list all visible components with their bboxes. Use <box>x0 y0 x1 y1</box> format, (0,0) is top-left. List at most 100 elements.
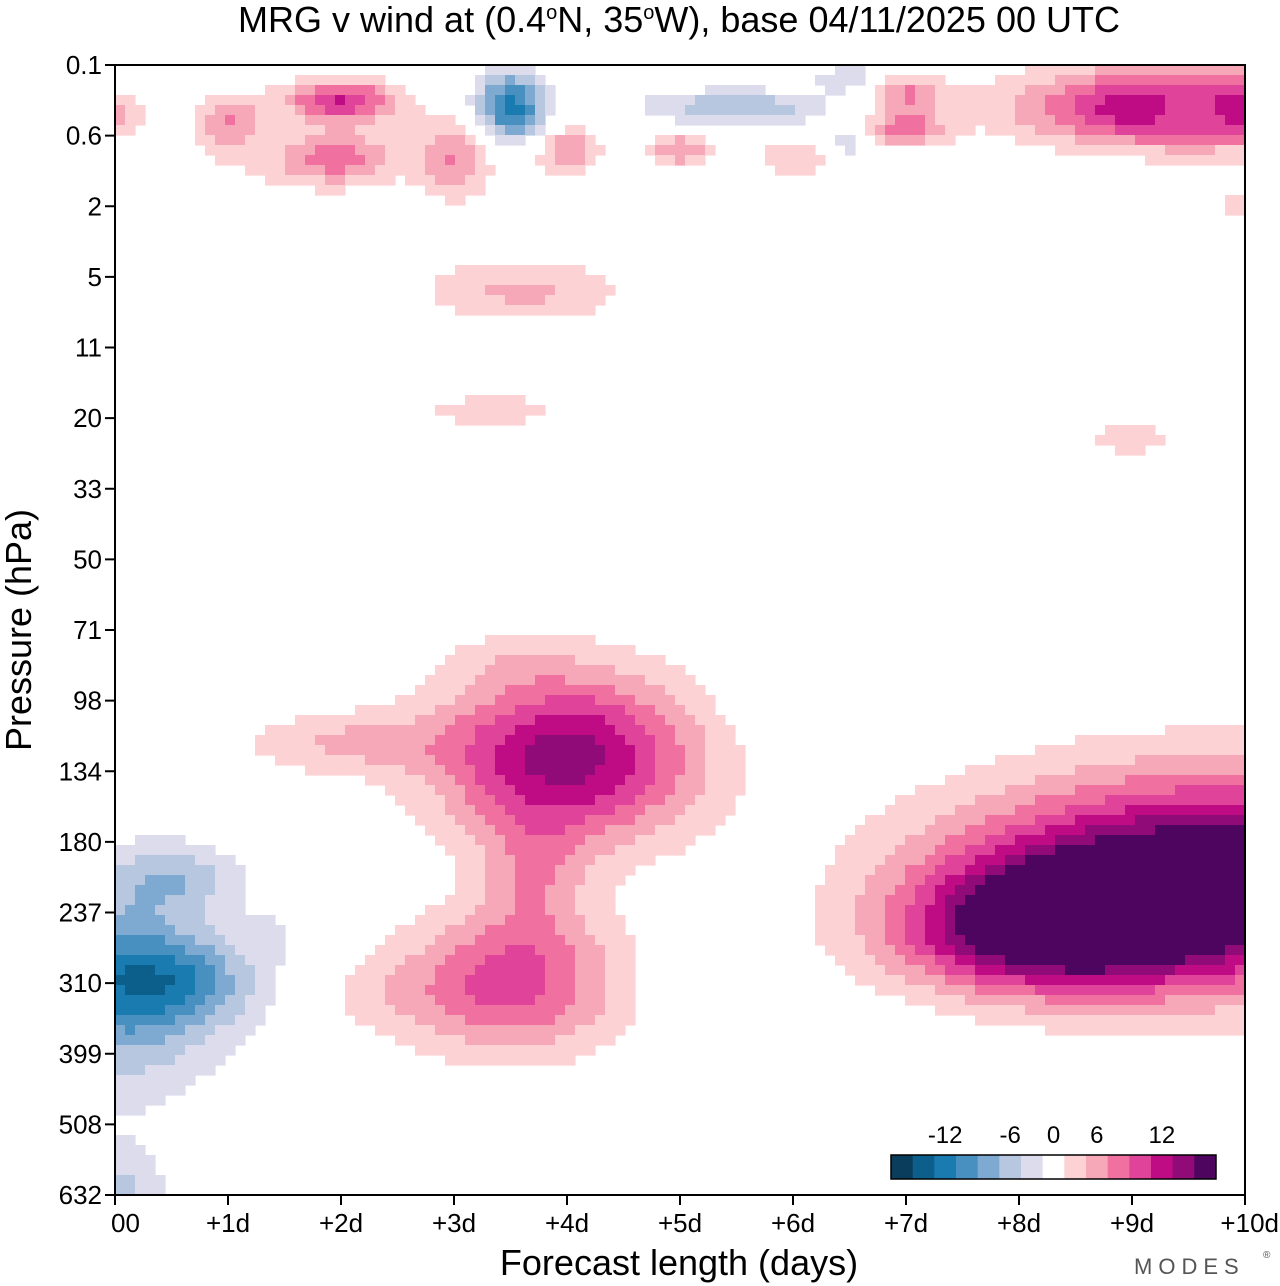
contour-cell <box>535 975 546 986</box>
contour-cell <box>605 755 616 766</box>
contour-cell <box>305 735 316 746</box>
contour-cell <box>1185 865 1196 876</box>
contour-cell <box>485 765 496 776</box>
contour-cell <box>985 805 996 816</box>
contour-cell <box>595 785 606 796</box>
contour-cell <box>1095 965 1106 976</box>
contour-cell <box>1035 75 1046 86</box>
contour-cell <box>1075 815 1086 826</box>
contour-cell <box>675 695 686 706</box>
contour-cell <box>115 855 126 866</box>
contour-cell <box>275 115 286 126</box>
contour-cell <box>205 1045 216 1056</box>
contour-cell <box>135 925 146 936</box>
contour-cell <box>395 135 406 146</box>
contour-cell <box>895 855 906 866</box>
contour-cell <box>1125 435 1136 446</box>
contour-cell <box>1115 855 1126 866</box>
contour-cell <box>325 155 336 166</box>
contour-cell <box>555 925 566 936</box>
contour-cell <box>995 785 1006 796</box>
contour-cell <box>155 1005 166 1016</box>
contour-cell <box>445 845 456 856</box>
contour-cell <box>145 845 156 856</box>
contour-cell <box>1235 125 1246 136</box>
contour-cell <box>355 1015 366 1026</box>
contour-cell <box>475 1045 486 1056</box>
contour-cell <box>445 285 456 296</box>
contour-cell <box>555 145 566 156</box>
contour-cell <box>1005 815 1016 826</box>
contour-cell <box>605 705 616 716</box>
contour-cell <box>265 165 276 176</box>
contour-cell <box>925 845 936 856</box>
contour-cell <box>115 95 126 106</box>
contour-cell <box>835 905 846 916</box>
contour-cell <box>1025 955 1036 966</box>
contour-cell <box>975 895 986 906</box>
contour-cell <box>435 115 446 126</box>
contour-cell <box>1165 785 1176 796</box>
contour-cell <box>1085 935 1096 946</box>
contour-cell <box>205 895 216 906</box>
contour-cell <box>275 735 286 746</box>
contour-cell <box>545 665 556 676</box>
contour-cell <box>975 95 986 106</box>
contour-cell <box>315 185 326 196</box>
contour-cell <box>465 795 476 806</box>
contour-cell <box>705 115 716 126</box>
contour-cell <box>1005 875 1016 886</box>
contour-cell <box>305 155 316 166</box>
contour-cell <box>965 835 976 846</box>
contour-cell <box>665 705 676 716</box>
contour-cell <box>505 725 516 736</box>
contour-cell <box>1045 985 1056 996</box>
contour-cell <box>435 935 446 946</box>
contour-cell <box>905 875 916 886</box>
contour-cell <box>775 145 786 156</box>
contour-cell <box>435 785 446 796</box>
contour-cell <box>1015 905 1026 916</box>
contour-cell <box>1165 815 1176 826</box>
contour-cell <box>1215 1025 1226 1036</box>
contour-cell <box>1175 895 1186 906</box>
contour-cell <box>295 115 306 126</box>
contour-cell <box>1135 95 1146 106</box>
contour-cell <box>565 795 576 806</box>
contour-cell <box>605 765 616 776</box>
contour-cell <box>495 835 506 846</box>
x-tick-label: +4d <box>545 1208 589 1238</box>
contour-cell <box>985 845 996 856</box>
contour-cell <box>475 1025 486 1036</box>
contour-cell <box>515 405 526 416</box>
contour-cell <box>555 795 566 806</box>
contour-cell <box>365 95 376 106</box>
contour-cell <box>1185 745 1196 756</box>
contour-cell <box>235 905 246 916</box>
contour-cell <box>1195 855 1206 866</box>
contour-cell <box>885 935 896 946</box>
contour-cell <box>955 785 966 796</box>
contour-cell <box>585 655 596 666</box>
contour-cell <box>375 955 386 966</box>
contour-cell <box>675 115 686 126</box>
contour-cell <box>1055 95 1066 106</box>
contour-cell <box>525 895 536 906</box>
contour-cell <box>1235 955 1246 966</box>
contour-cell <box>695 785 706 796</box>
contour-cell <box>1165 75 1176 86</box>
contour-cell <box>565 265 576 276</box>
contour-cell <box>595 955 606 966</box>
contour-cell <box>435 835 446 846</box>
contour-cell <box>1045 795 1056 806</box>
colorbar-swatch <box>1021 1155 1044 1179</box>
contour-cell <box>425 995 436 1006</box>
contour-cell <box>385 755 396 766</box>
contour-cell <box>365 975 376 986</box>
contour-cell <box>515 795 526 806</box>
contour-cell <box>1105 865 1116 876</box>
contour-cell <box>1105 845 1116 856</box>
contour-cell <box>485 655 496 666</box>
contour-cell <box>225 985 236 996</box>
contour-cell <box>115 925 126 936</box>
